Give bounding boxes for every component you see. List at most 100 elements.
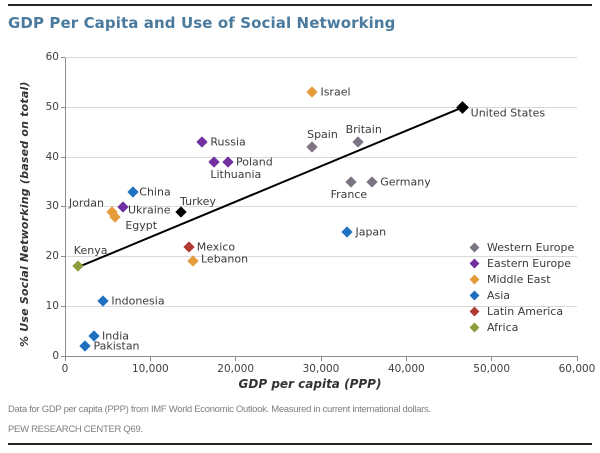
- gridline-y-50: [65, 106, 577, 108]
- legend-swatch-latin-america-icon: [469, 306, 480, 316]
- y-tick-label-60: 60: [45, 51, 59, 63]
- x-tick-60000: [576, 357, 578, 361]
- point-label-kenya: Kenya: [73, 244, 108, 258]
- point-label-indonesia: Indonesia: [111, 294, 165, 308]
- point-label-britain: Britain: [345, 123, 382, 137]
- top-rule: [8, 4, 592, 6]
- point-label-russia: Russia: [210, 135, 246, 149]
- point-lebanon: [187, 255, 199, 268]
- y-tick-50: [61, 106, 65, 108]
- point-china: [127, 186, 139, 198]
- point-label-spain: Spain: [307, 128, 338, 142]
- point-label-united-states: United States: [470, 106, 546, 120]
- source-note: Data for GDP per capita (PPP) from IMF W…: [8, 404, 431, 415]
- x-tick-label-40000: 40,000: [387, 363, 425, 375]
- y-tick-label-30: 30: [45, 200, 59, 213]
- point-poland: [222, 156, 234, 168]
- y-tick-20: [61, 256, 65, 257]
- point-france: [345, 176, 357, 188]
- y-tick-label-0: 0: [52, 349, 59, 362]
- point-turkey: [175, 206, 187, 218]
- gridline-y-30: [65, 206, 577, 208]
- y-tick-40: [61, 156, 65, 158]
- legend-item-africa: Africa: [469, 319, 574, 335]
- point-label-lithuania: Lithuania: [210, 167, 262, 181]
- point-label-china: China: [139, 185, 171, 199]
- legend-label-africa: Africa: [487, 320, 519, 334]
- legend-swatch-eastern-europe-icon: [469, 258, 480, 268]
- gridline-y-60: [65, 57, 577, 58]
- y-tick-60: [61, 57, 65, 58]
- x-tick-label-30000: 30,000: [302, 363, 340, 375]
- point-pakistan: [79, 340, 92, 352]
- point-ukraine: [117, 201, 129, 213]
- legend: Western Europe Eastern Europe Middle East A…: [469, 239, 575, 335]
- point-united-states: [456, 100, 470, 114]
- x-tick-20000: [235, 357, 237, 361]
- legend-label-western-europe: Western Europe: [487, 240, 575, 254]
- legend-swatch-africa-icon: [469, 322, 480, 332]
- point-kenya: [72, 260, 84, 273]
- point-germany: [366, 176, 378, 188]
- y-tick-label-10: 10: [45, 299, 59, 312]
- y-tick-label-40: 40: [45, 150, 59, 163]
- legend-item-asia: Asia: [469, 287, 574, 303]
- gridline-y-20: [65, 256, 577, 257]
- point-label-india: India: [102, 329, 129, 343]
- point-mexico: [183, 240, 195, 253]
- x-tick-40000: [405, 357, 407, 361]
- point-label-poland: Poland: [235, 155, 273, 169]
- y-axis-line: [65, 57, 66, 357]
- legend-item-eastern-europe: Eastern Europe: [469, 255, 574, 271]
- legend-item-latin-america: Latin America: [469, 303, 574, 319]
- legend-item-western-europe: Western Europe: [469, 239, 575, 255]
- org-line: PEW RESEARCH CENTER Q69.: [8, 424, 143, 435]
- legend-swatch-middle-east-icon: [469, 274, 480, 284]
- x-tick-50000: [491, 357, 493, 361]
- x-tick-30000: [320, 357, 322, 361]
- point-britain: [352, 136, 364, 148]
- legend-swatch-western-europe-icon: [469, 242, 480, 252]
- legend-label-latin-america: Latin America: [487, 304, 564, 318]
- point-label-japan: Japan: [355, 225, 387, 239]
- x-tick-0: [64, 357, 66, 361]
- chart-title: GDP Per Capita and Use of Social Network…: [8, 14, 396, 32]
- y-tick-label-20: 20: [45, 250, 59, 262]
- bottom-rule: [8, 443, 592, 445]
- legend-label-asia: Asia: [487, 288, 511, 302]
- point-israel: [306, 86, 319, 98]
- legend-label-middle-east: Middle East: [487, 272, 551, 286]
- y-tick-0: [61, 355, 65, 357]
- point-label-egypt: Egypt: [125, 218, 158, 232]
- legend-swatch-asia-icon: [469, 290, 480, 300]
- point-label-pakistan: Pakistan: [93, 339, 140, 353]
- point-spain: [306, 141, 319, 153]
- point-label-france: France: [330, 187, 368, 201]
- point-label-germany: Germany: [380, 175, 431, 189]
- x-tick-10000: [149, 357, 151, 361]
- point-japan: [341, 225, 354, 238]
- x-axis-line: [65, 356, 578, 357]
- point-label-jordan: Jordan: [68, 196, 104, 210]
- y-tick-30: [61, 206, 65, 208]
- point-label-mexico: Mexico: [196, 240, 236, 254]
- x-tick-label-0: 0: [61, 363, 69, 375]
- legend-item-middle-east: Middle East: [469, 271, 574, 287]
- x-tick-label-20000: 20,000: [217, 363, 255, 375]
- point-lithuania: [208, 156, 220, 168]
- y-tick-label-50: 50: [45, 100, 59, 113]
- y-tick-10: [61, 305, 65, 307]
- gridline-y-40: [65, 156, 577, 158]
- x-axis-title: GDP per capita (PPP): [238, 377, 382, 391]
- y-axis-title: % Use Social Networking (based on total): [18, 81, 31, 347]
- x-tick-label-60000: 60,000: [558, 363, 596, 375]
- gridline-y-10: [65, 305, 577, 307]
- x-tick-label-10000: 10,000: [131, 363, 169, 375]
- point-label-lebanon: Lebanon: [201, 252, 249, 266]
- legend-label-eastern-europe: Eastern Europe: [487, 256, 571, 270]
- point-label-turkey: Turkey: [180, 194, 216, 208]
- point-russia: [196, 136, 209, 148]
- point-label-ukraine: Ukraine: [128, 203, 171, 217]
